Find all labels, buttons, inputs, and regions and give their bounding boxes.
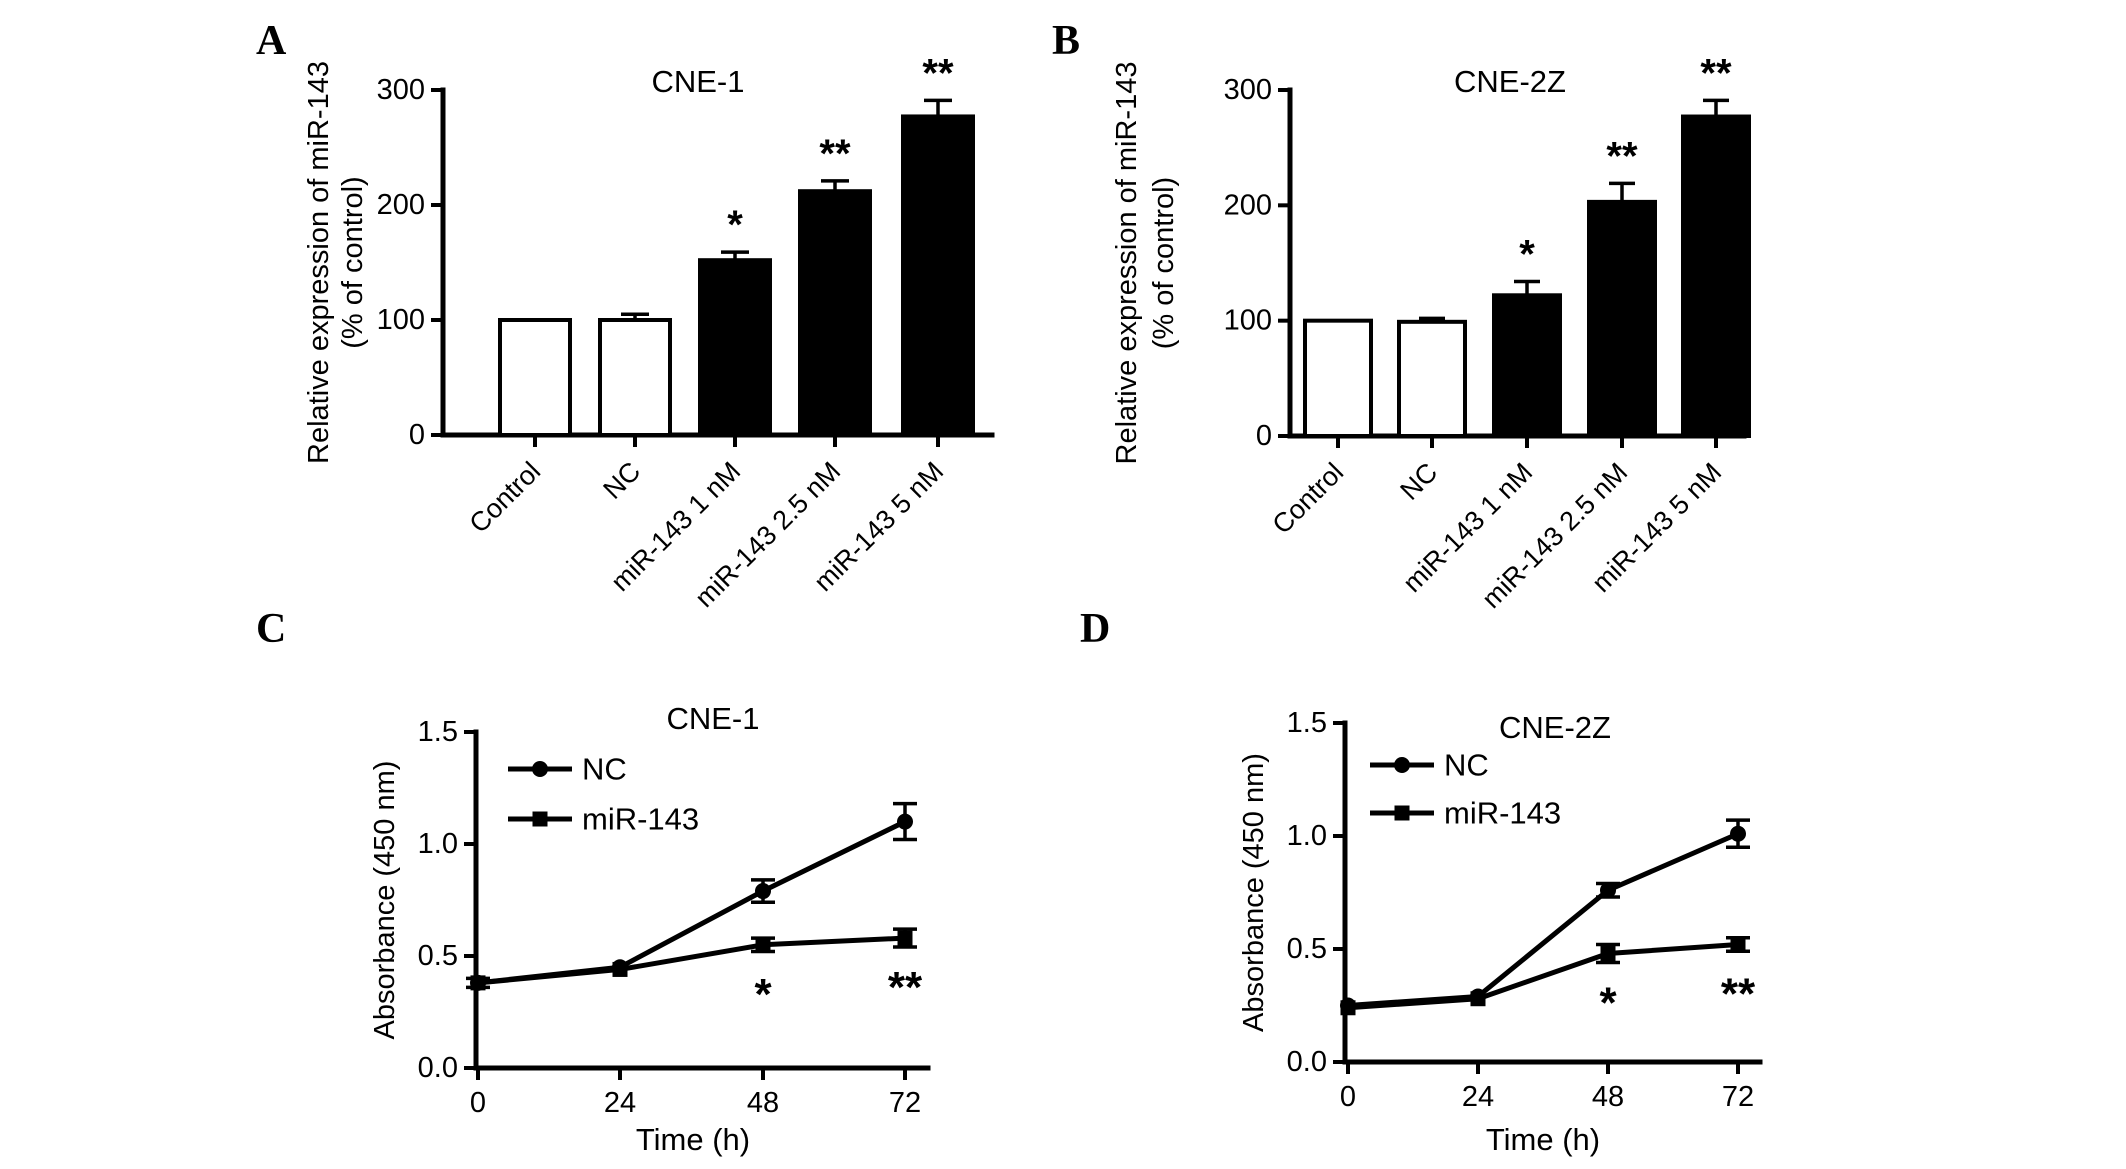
panel-c-line-chart: 0.0 0.5 1.0 1.5 0 24 48 72 Time (h) Absorbance (4…: [369, 701, 931, 1157]
series-line: [1347, 831, 1739, 1008]
significance-marker: *: [1519, 232, 1535, 276]
panel-d-label: D: [1080, 606, 1111, 652]
legend-label: NC: [582, 752, 627, 787]
y-axis-label: Relative expression of miR-143: [303, 61, 335, 464]
y-axis-label: Absorbance (450 nm): [1238, 753, 1270, 1032]
significance-marker: **: [819, 132, 851, 176]
y-axis-label: (% of control): [1148, 177, 1180, 349]
data-point-square: [755, 937, 771, 953]
y-tick-label: 0.5: [1287, 933, 1327, 965]
data-point-square: [897, 930, 913, 946]
category-label: NC: [1394, 457, 1443, 506]
category-label: NC: [597, 456, 646, 505]
chart-title: CNE-1: [651, 64, 744, 99]
data-point-circle: [897, 813, 913, 830]
significance-marker: **: [1721, 969, 1756, 1018]
bar: [698, 258, 772, 438]
y-axis-label: Absorbance (450 nm): [369, 761, 401, 1040]
y-tick-label: 300: [1224, 74, 1272, 106]
x-tick-label: 48: [747, 1087, 779, 1119]
series-line: [1347, 941, 1739, 1011]
bar: [798, 189, 872, 437]
y-axis-label: Relative expression of miR-143: [1111, 62, 1143, 465]
data-point-circle: [755, 883, 771, 900]
y-tick-label: 0.5: [418, 940, 458, 972]
significance-marker: **: [888, 963, 923, 1012]
series-line: [477, 935, 906, 986]
x-tick-label: 72: [1722, 1081, 1754, 1113]
bar: [1397, 319, 1467, 439]
y-tick-label: 1.5: [418, 716, 458, 748]
chart-title: CNE-1: [666, 701, 759, 736]
y-tick-label: 1.5: [1287, 707, 1327, 739]
bar: [598, 318, 672, 437]
y-tick-label: 0.0: [418, 1052, 458, 1084]
significance-marker: *: [754, 970, 772, 1019]
significance-marker: **: [1606, 134, 1638, 178]
panel-b-label: B: [1052, 18, 1081, 64]
category-label: Control: [463, 456, 546, 539]
legend-square-marker: [532, 811, 548, 827]
panel-d-line-chart: 0.0 0.5 1.0 1.5 0 24 48 72 Time (h) Absorbance (4…: [1238, 707, 1763, 1157]
x-tick-label: 24: [604, 1087, 636, 1119]
data-point-square: [1340, 1000, 1356, 1016]
chart-title: CNE-2Z: [1499, 710, 1611, 745]
y-tick-label: 300: [377, 74, 425, 106]
y-tick-label: 0: [1256, 420, 1272, 452]
x-tick-label: 72: [889, 1087, 921, 1119]
y-tick-label: 200: [377, 189, 425, 221]
bar: [1492, 293, 1562, 438]
significance-marker: **: [922, 51, 954, 95]
y-tick-label: 100: [1224, 305, 1272, 337]
y-tick-label: 100: [377, 304, 425, 336]
legend-label: NC: [1444, 748, 1489, 783]
legend-circle-marker: [1394, 757, 1410, 773]
legend-circle-marker: [532, 761, 548, 777]
legend-label: miR-143: [582, 802, 699, 837]
significance-marker: *: [727, 203, 743, 247]
data-point-square: [1470, 991, 1486, 1007]
data-point-square: [470, 975, 486, 991]
panel-c-label: C: [256, 606, 287, 652]
y-tick-label: 1.0: [418, 828, 458, 860]
bar: [1303, 318, 1373, 438]
y-axis-label: (% of control): [337, 176, 369, 348]
x-axis-label: Time (h): [636, 1122, 750, 1157]
y-tick-label: 1.0: [1287, 820, 1327, 852]
significance-marker: **: [1700, 51, 1732, 95]
data-point-square: [1730, 936, 1746, 952]
legend-square-marker: [1394, 805, 1410, 821]
data-point-square: [612, 961, 628, 977]
data-point-circle: [1600, 882, 1616, 899]
panel-a-label: A: [256, 18, 287, 64]
bar: [1587, 199, 1657, 438]
legend-label: miR-143: [1444, 796, 1561, 831]
bar: [498, 318, 572, 437]
y-tick-label: 0.0: [1287, 1046, 1327, 1078]
x-tick-label: 48: [1592, 1081, 1624, 1113]
category-label: Control: [1266, 457, 1349, 540]
data-point-square: [1600, 946, 1616, 962]
x-axis-label: Time (h): [1486, 1122, 1600, 1157]
chart-title: CNE-2Z: [1454, 64, 1566, 99]
significance-marker: *: [1599, 979, 1617, 1028]
x-tick-label: 0: [470, 1087, 486, 1119]
data-point-circle: [1730, 825, 1746, 842]
bar: [901, 114, 975, 437]
x-tick-label: 0: [1340, 1081, 1356, 1113]
x-tick-label: 24: [1462, 1081, 1494, 1113]
y-tick-label: 0: [409, 419, 425, 451]
y-tick-label: 200: [1224, 189, 1272, 221]
bar: [1681, 114, 1751, 438]
